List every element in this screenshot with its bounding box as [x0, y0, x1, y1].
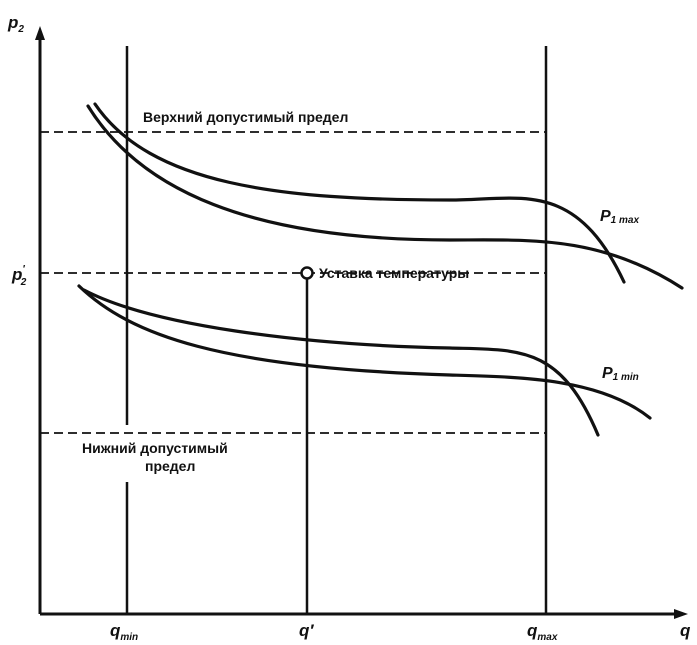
x-tick-q-min: qmin [110, 621, 138, 643]
p1max-curve-b [93, 102, 626, 284]
y-tick-setpoint-pressure: p′ 2 [11, 264, 27, 288]
p1min-label: P1 min [602, 365, 639, 383]
setpoint-marker [300, 266, 314, 280]
y-axis-label: p2 [7, 13, 24, 35]
p1min-curve-a [77, 284, 652, 420]
x-tick-q-setpoint: q′ [299, 621, 314, 640]
p1max-curve-a [86, 104, 684, 290]
setpoint-label: Уставка температуры [319, 265, 469, 281]
y-axis-arrow [35, 26, 45, 40]
p1max-label: P1 max [600, 208, 639, 226]
x-axis-arrow [674, 609, 688, 619]
lower-limit-label-line2: предел [145, 458, 195, 474]
p1min-curve-b [82, 288, 600, 437]
x-axis-label: q [680, 621, 691, 640]
x-tick-q-max: qmax [527, 621, 558, 643]
lower-limit-label-line1: Нижний допустимый [82, 440, 228, 456]
upper-limit-label: Верхний допустимый предел [143, 109, 348, 125]
